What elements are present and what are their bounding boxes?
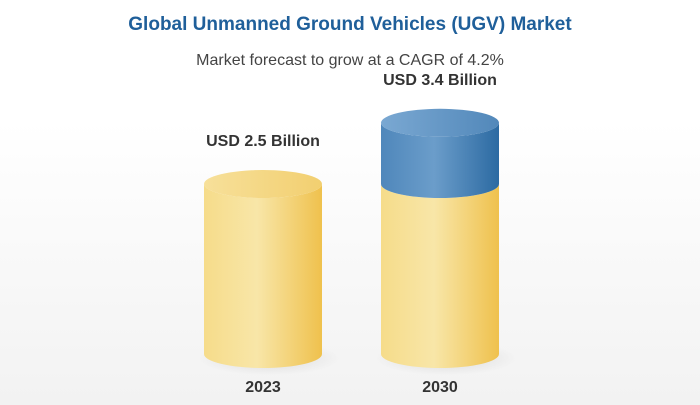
chart-title: Global Unmanned Ground Vehicles (UGV) Ma… <box>128 14 572 35</box>
cylinder-top-2023 <box>204 170 322 198</box>
cylinder-growth-2030 <box>381 122 499 198</box>
cylinder-base-2023 <box>204 184 322 368</box>
data-label-2023: USD 2.5 Billion <box>206 133 320 150</box>
chart-subtitle: Market forecast to grow at a CAGR of 4.2… <box>196 52 504 69</box>
category-label-2030: 2030 <box>422 379 458 396</box>
cylinder-top-2030 <box>381 108 499 137</box>
data-label-2030: USD 3.4 Billion <box>383 72 497 89</box>
category-label-2023: 2023 <box>245 379 281 396</box>
cylinder-base-2030 <box>381 184 499 368</box>
bars-layer <box>198 108 517 375</box>
